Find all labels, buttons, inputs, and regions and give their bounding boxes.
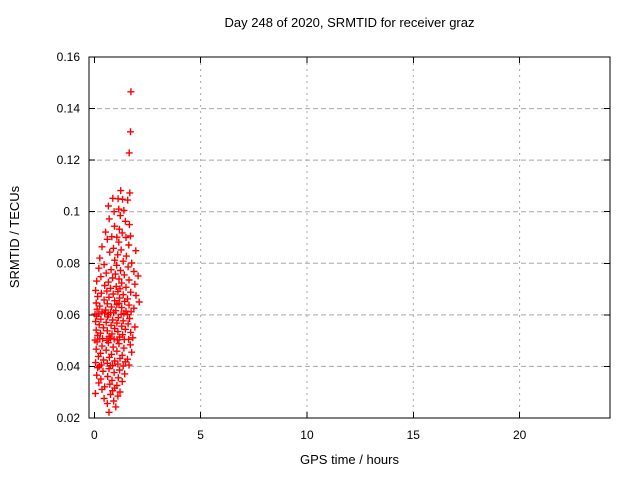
y-tick-label: 0.16 (57, 50, 81, 64)
y-tick-label: 0.14 (57, 102, 81, 116)
y-tick-label: 0.02 (57, 411, 81, 425)
y-axis-label: SRMTID / TECUs (7, 185, 22, 289)
y-tick-label: 0.04 (57, 359, 81, 373)
y-tick-label: 0.1 (63, 205, 80, 219)
chart-title: Day 248 of 2020, SRMTID for receiver gra… (224, 15, 475, 30)
x-tick-label: 20 (513, 428, 527, 442)
x-axis-label: GPS time / hours (300, 452, 399, 467)
y-tick-label: 0.06 (57, 308, 81, 322)
y-tick-label: 0.08 (57, 256, 81, 270)
x-tick-label: 5 (197, 428, 204, 442)
plot-border (88, 56, 611, 419)
x-tick-label: 10 (300, 428, 314, 442)
data-points (91, 88, 143, 416)
x-tick-label: 15 (407, 428, 421, 442)
x-tick-label: 0 (91, 428, 98, 442)
y-tick-label: 0.12 (57, 153, 81, 167)
